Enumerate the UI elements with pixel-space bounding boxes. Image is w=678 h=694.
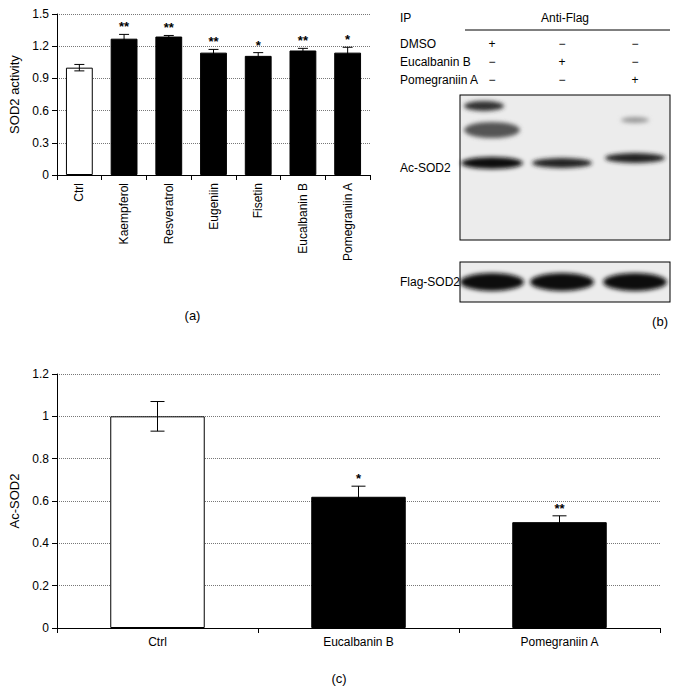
svg-text:*: * <box>256 38 262 53</box>
svg-text:Ac-SOD2: Ac-SOD2 <box>400 161 451 175</box>
svg-text:DMSO: DMSO <box>400 37 436 51</box>
svg-text:**: ** <box>119 19 130 34</box>
svg-text:Eucalbanin B: Eucalbanin B <box>323 635 394 649</box>
svg-text:−: − <box>488 55 495 69</box>
svg-text:0.8: 0.8 <box>32 452 49 466</box>
svg-text:Eugeniin: Eugeniin <box>207 183 221 230</box>
svg-text:Pomegraniin A: Pomegraniin A <box>341 183 355 261</box>
svg-text:**: ** <box>164 20 175 35</box>
svg-text:0.9: 0.9 <box>32 71 49 85</box>
svg-text:(a): (a) <box>185 308 201 323</box>
svg-text:SOD2 activity: SOD2 activity <box>7 55 22 134</box>
svg-text:Anti-Flag: Anti-Flag <box>541 11 589 25</box>
svg-text:+: + <box>488 37 495 51</box>
svg-text:Ac-SOD2: Ac-SOD2 <box>7 474 22 529</box>
svg-text:1.2: 1.2 <box>32 367 49 381</box>
svg-text:Ctrl: Ctrl <box>148 635 167 649</box>
svg-text:0.6: 0.6 <box>32 104 49 118</box>
svg-text:**: ** <box>208 34 219 49</box>
svg-text:0.2: 0.2 <box>32 579 49 593</box>
svg-text:0: 0 <box>42 168 49 182</box>
svg-text:0.3: 0.3 <box>32 136 49 150</box>
svg-text:Pomegraniin A: Pomegraniin A <box>520 635 598 649</box>
svg-text:−: − <box>631 55 638 69</box>
svg-text:−: − <box>558 37 565 51</box>
svg-text:Pomegraniin A: Pomegraniin A <box>400 73 478 87</box>
svg-text:Fisetin: Fisetin <box>251 183 265 218</box>
svg-text:−: − <box>488 73 495 87</box>
svg-text:1: 1 <box>42 409 49 423</box>
svg-text:IP: IP <box>400 11 411 25</box>
svg-text:0: 0 <box>42 621 49 635</box>
svg-text:Flag-SOD2: Flag-SOD2 <box>400 275 460 289</box>
svg-text:**: ** <box>554 501 565 516</box>
svg-text:Ctrl: Ctrl <box>72 183 86 202</box>
svg-text:0.6: 0.6 <box>32 494 49 508</box>
svg-text:*: * <box>356 471 362 486</box>
svg-text:+: + <box>558 55 565 69</box>
svg-text:0.4: 0.4 <box>32 536 49 550</box>
svg-text:1.5: 1.5 <box>32 7 49 21</box>
svg-text:Eucalbanin B: Eucalbanin B <box>400 55 471 69</box>
svg-text:Kaempferol: Kaempferol <box>117 183 131 244</box>
svg-text:Resveratrol: Resveratrol <box>162 183 176 244</box>
svg-text:*: * <box>345 32 351 47</box>
svg-text:(b): (b) <box>652 314 668 329</box>
svg-text:**: ** <box>298 33 309 48</box>
svg-text:+: + <box>631 73 638 87</box>
svg-text:−: − <box>631 37 638 51</box>
svg-text:(c): (c) <box>331 671 346 686</box>
svg-text:−: − <box>558 73 565 87</box>
svg-text:1.2: 1.2 <box>32 39 49 53</box>
svg-text:Eucalbanin B: Eucalbanin B <box>296 183 310 254</box>
